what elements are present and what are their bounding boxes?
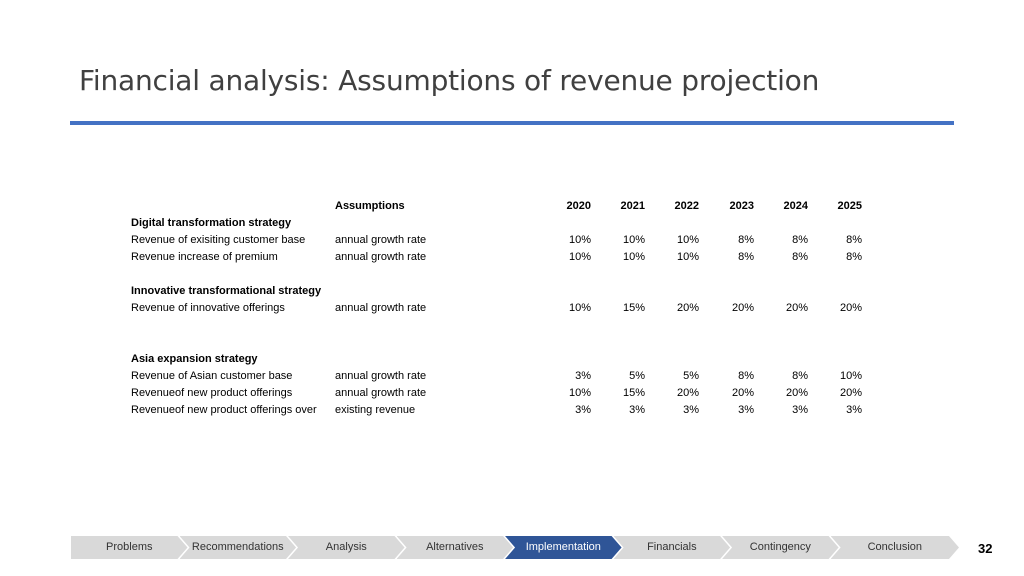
row-value: 8% (846, 251, 862, 263)
row-label: Revenueof new product offerings (131, 387, 293, 399)
row-value: 20% (676, 387, 699, 399)
nav-item-label: Implementation (525, 541, 601, 553)
section-heading: Digital transformation strategy (131, 217, 292, 229)
year-header: 2020 (566, 200, 591, 212)
row-value: 10% (568, 302, 591, 314)
page-number: 32 (978, 541, 993, 556)
row-value: 8% (792, 370, 808, 382)
row-value: 8% (846, 234, 862, 246)
row-value: 5% (629, 370, 645, 382)
year-header: 2024 (783, 200, 808, 212)
row-value: 10% (568, 387, 591, 399)
nav-item-financials[interactable]: Financials (614, 536, 731, 559)
row-label: Revenue increase of premium (131, 251, 278, 263)
row-value: 8% (738, 370, 754, 382)
year-header: 2021 (620, 200, 645, 212)
nav-item-recommendations[interactable]: Recommendations (180, 536, 297, 559)
row-value: 10% (676, 251, 699, 263)
row-value: 20% (785, 387, 808, 399)
row-value: 20% (839, 302, 862, 314)
assumptions-header: Assumptions (335, 200, 405, 212)
row-value: 3% (629, 404, 645, 416)
row-value: 10% (839, 370, 862, 382)
row-value: 15% (622, 387, 645, 399)
year-header: 2025 (837, 200, 862, 212)
nav-item-contingency[interactable]: Contingency (722, 536, 839, 559)
year-header: 2023 (729, 200, 754, 212)
row-value: 20% (731, 302, 754, 314)
row-value: 3% (683, 404, 699, 416)
row-label: Revenue of innovative offerings (131, 302, 285, 314)
row-value: 10% (568, 251, 591, 263)
nav-item-label: Analysis (325, 541, 367, 553)
nav-item-problems[interactable]: Problems (71, 536, 188, 559)
row-value: 5% (683, 370, 699, 382)
nav-item-analysis[interactable]: Analysis (288, 536, 405, 559)
row-value: 3% (846, 404, 862, 416)
row-value: 20% (731, 387, 754, 399)
row-value: 3% (792, 404, 808, 416)
row-label: Revenueof new product offerings over (131, 404, 317, 416)
row-value: 10% (676, 234, 699, 246)
nav-item-label: Financials (647, 541, 697, 553)
nav-item-alternatives[interactable]: Alternatives (397, 536, 514, 559)
title-underline (70, 121, 954, 125)
section-heading: Asia expansion strategy (131, 353, 258, 365)
section-heading: Innovative transformational strategy (131, 285, 322, 297)
nav-item-label: Problems (106, 541, 153, 553)
row-value: 20% (676, 302, 699, 314)
nav-item-conclusion[interactable]: Conclusion (831, 536, 959, 559)
row-value: 15% (622, 302, 645, 314)
row-value: 20% (839, 387, 862, 399)
nav-item-label: Contingency (749, 541, 811, 553)
year-header: 2022 (674, 200, 699, 212)
row-assumption: annual growth rate (335, 302, 427, 314)
row-assumption: annual growth rate (335, 387, 427, 399)
row-assumption: annual growth rate (335, 234, 427, 246)
row-assumption: existing revenue (335, 404, 416, 416)
row-assumption: annual growth rate (335, 370, 427, 382)
nav-item-implementation[interactable]: Implementation (505, 536, 622, 559)
row-value: 8% (792, 251, 808, 263)
nav-item-label: Recommendations (191, 541, 284, 553)
page-title: Financial analysis: Assumptions of reven… (79, 64, 820, 97)
row-value: 10% (622, 234, 645, 246)
row-value: 20% (785, 302, 808, 314)
row-value: 3% (738, 404, 754, 416)
row-assumption: annual growth rate (335, 251, 427, 263)
row-value: 10% (622, 251, 645, 263)
row-label: Revenue of exisiting customer base (131, 234, 306, 246)
row-value: 10% (568, 234, 591, 246)
row-label: Revenue of Asian customer base (131, 370, 293, 382)
row-value: 8% (738, 251, 754, 263)
section-nav: Problems Recommendations Analysis Altern… (71, 536, 951, 559)
nav-item-label: Alternatives (426, 541, 484, 553)
row-value: 3% (575, 404, 591, 416)
row-value: 3% (575, 370, 591, 382)
row-value: 8% (792, 234, 808, 246)
nav-item-label: Conclusion (867, 541, 922, 553)
row-value: 8% (738, 234, 754, 246)
